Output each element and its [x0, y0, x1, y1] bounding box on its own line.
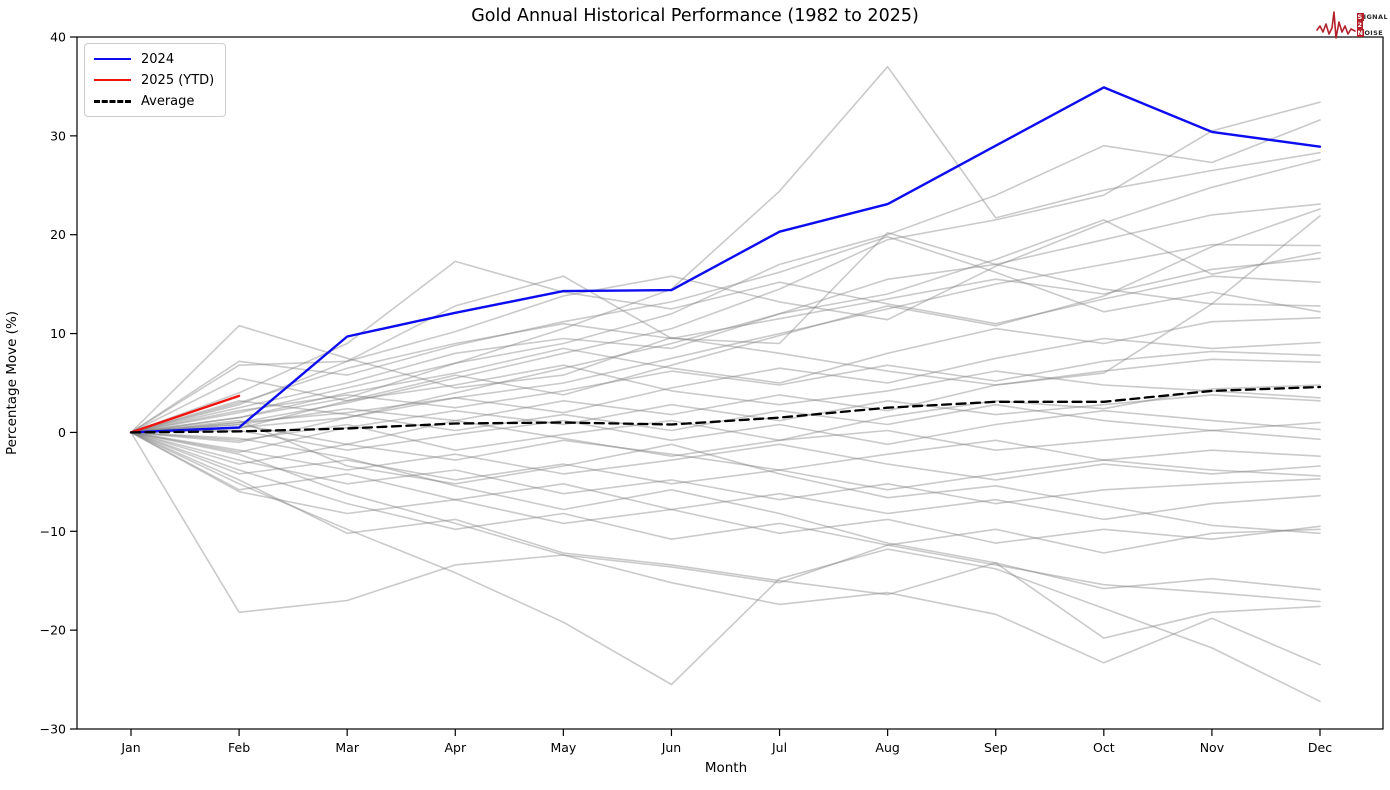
waveform-icon — [1315, 11, 1356, 39]
chart-line — [130, 431, 1321, 471]
legend-row-2024: 2024 — [94, 51, 214, 67]
x-tick-label: Jun — [661, 740, 682, 755]
chart-line — [130, 203, 1321, 434]
legend-label-2024: 2024 — [141, 51, 175, 67]
y-tick-label: 20 — [50, 227, 66, 242]
chart-line — [130, 257, 1321, 434]
chart-line — [130, 101, 1321, 434]
chart-line — [130, 431, 1321, 521]
x-tick-label: Jul — [771, 740, 787, 755]
logo-line-2: 2 — [1357, 20, 1363, 29]
chart-line — [130, 431, 1321, 554]
chart-line — [130, 431, 1321, 505]
x-tick-label: Aug — [875, 740, 899, 755]
chart-line — [130, 431, 1321, 703]
legend-row-2025: 2025 (YTD) — [94, 72, 214, 88]
chart-line — [130, 235, 1321, 434]
legend-line-average — [94, 99, 131, 103]
x-axis-title: Month — [704, 760, 748, 776]
logo-line-noise: NOISE — [1357, 28, 1384, 37]
chart-line — [130, 431, 1321, 544]
chart-line — [130, 350, 1321, 434]
x-tick-label: Nov — [1200, 740, 1225, 755]
chart-line — [130, 431, 1321, 614]
chart-line — [130, 243, 1321, 434]
chart-line — [130, 219, 1321, 434]
chart-line — [130, 358, 1321, 446]
legend: 2024 2025 (YTD) Average — [84, 43, 227, 117]
chart-line — [130, 419, 1321, 535]
y-tick-label: 40 — [50, 30, 66, 45]
x-tick-label: Mar — [335, 740, 359, 755]
chart-line — [130, 316, 1321, 434]
y-tick-label: 10 — [50, 326, 66, 341]
chart-line — [130, 419, 1321, 452]
chart-line — [130, 384, 1321, 458]
signal2noise-logo: SIGNAL 2 NOISE — [1315, 8, 1388, 42]
chart-line — [130, 431, 1321, 491]
legend-line-2025 — [94, 79, 131, 81]
chart-line — [130, 364, 1321, 434]
y-tick-label: 0 — [58, 425, 66, 440]
x-tick-label: Sep — [984, 740, 1008, 755]
x-tick-label: Feb — [228, 740, 250, 755]
x-axis-ticks: Jan Feb Mar Apr May Jun Jul Aug Sep Oct Nov Dec — [120, 729, 1332, 755]
chart-line — [130, 337, 1321, 444]
logo-line-signal: SIGNAL — [1357, 12, 1388, 21]
x-tick-label: Apr — [444, 740, 466, 755]
chart-line — [130, 119, 1321, 434]
chart-line — [130, 431, 1321, 666]
x-tick-label: May — [550, 740, 576, 755]
x-tick-label: Dec — [1308, 740, 1332, 755]
plot-border — [76, 36, 1384, 730]
chart-title: Gold Annual Historical Performance (1982… — [471, 6, 919, 26]
historical-year-lines — [130, 65, 1321, 703]
chart-line — [130, 394, 1321, 454]
legend-label-average: Average — [141, 93, 195, 109]
chart-line — [130, 231, 1321, 434]
y-tick-label: −20 — [40, 623, 66, 638]
legend-row-average: Average — [94, 93, 214, 109]
x-tick-label: Jan — [120, 740, 140, 755]
chart-line — [129, 86, 1322, 434]
chart-line — [130, 65, 1321, 434]
chart-line — [130, 431, 1321, 596]
y-axis-title: Percentage Move (%) — [4, 310, 20, 456]
chart-line — [130, 409, 1321, 452]
legend-line-2024 — [94, 58, 131, 60]
chart-line — [130, 431, 1321, 481]
highlight-lines — [129, 86, 1322, 434]
legend-label-2025: 2025 (YTD) — [141, 72, 215, 88]
chart-line — [130, 431, 1321, 639]
chart-line — [129, 394, 241, 434]
y-tick-label: −10 — [40, 524, 66, 539]
x-tick-label: Oct — [1093, 740, 1115, 755]
chart-line — [130, 158, 1321, 434]
y-tick-label: 30 — [50, 128, 66, 143]
chart-line — [130, 208, 1321, 434]
y-axis-ticks: 40 30 20 10 0 −10 −20 −30 — [40, 30, 77, 737]
logo-text: SIGNAL 2 NOISE — [1357, 12, 1388, 37]
y-tick-label: −30 — [40, 722, 66, 737]
chart-line — [129, 385, 1322, 434]
